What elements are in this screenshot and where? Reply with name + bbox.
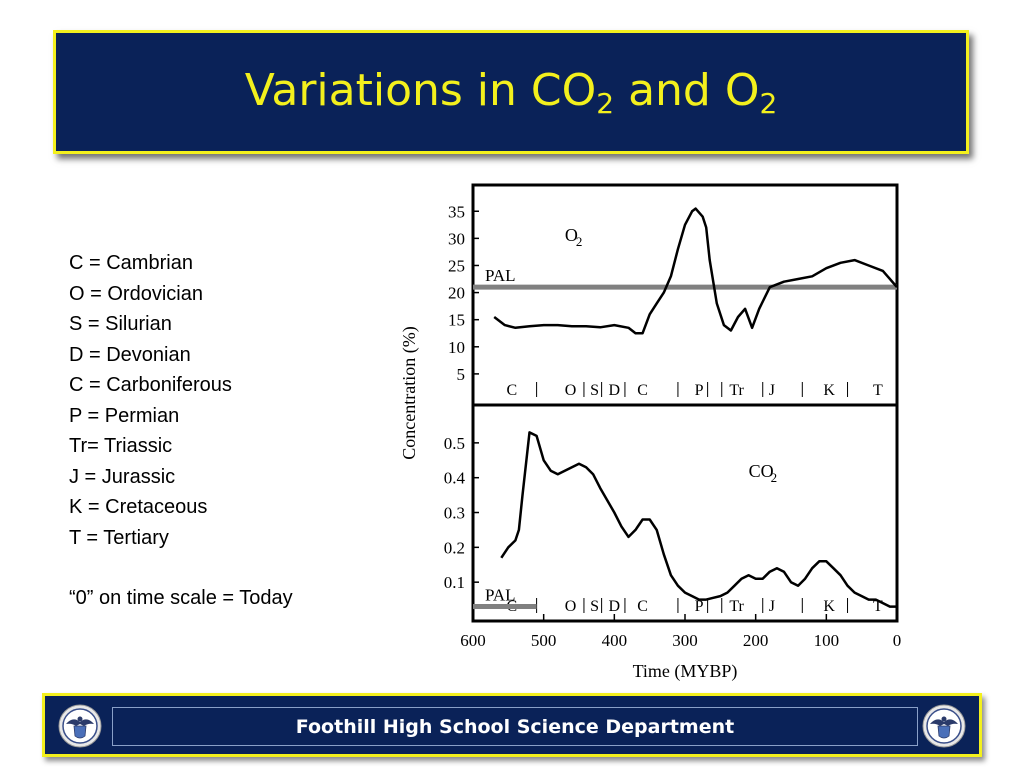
title-main: Variations in CO (244, 64, 597, 116)
period-label: O (565, 598, 577, 615)
footer-label-box: Foothill High School Science Department (112, 707, 918, 746)
title-mid: and O (614, 64, 760, 116)
chart-frame (471, 183, 899, 623)
period-legend: C = Cambrian O = Ordovician S = Silurian… (69, 248, 293, 614)
footer-text: Foothill High School Science Department (295, 715, 735, 738)
y-tick-label: 0.2 (444, 538, 465, 557)
period-label: T (873, 598, 883, 615)
period-label: S (590, 598, 599, 615)
y-tick-label: 0.4 (444, 469, 466, 488)
legend-item: J = Jurassic (69, 465, 176, 488)
legend-item: O = Ordovician (69, 282, 203, 305)
title-subscript-1: 2 (596, 86, 615, 120)
y-axis-label: Concentration (%) (399, 326, 420, 459)
period-label: C (507, 382, 518, 399)
x-axis-label: Time (MYBP) (633, 661, 738, 682)
x-tick-label: 0 (893, 631, 902, 650)
y-tick-label: 0.5 (444, 434, 465, 453)
period-label: Tr (729, 598, 744, 615)
school-seal-icon (58, 704, 102, 748)
footer-bar: Foothill High School Science Department (42, 693, 982, 757)
legend-item: D = Devonian (69, 343, 191, 366)
period-label: S (590, 382, 599, 399)
legend-item: C = Carboniferous (69, 374, 232, 396)
pal-label: PAL (485, 586, 516, 605)
title-banner: Variations in CO2 and O2 (53, 30, 969, 154)
period-label: J (769, 598, 775, 615)
period-label: D (609, 382, 621, 399)
legend-item: K = Cretaceous (69, 496, 208, 518)
legend-item: P = Permian (69, 404, 180, 427)
period-label: K (823, 382, 835, 399)
y-tick-label: 10 (448, 338, 465, 357)
x-tick-label: 500 (531, 631, 557, 650)
series-label: CO (749, 461, 774, 481)
y-tick-label: 25 (448, 256, 465, 275)
x-tick-label: 300 (672, 631, 698, 650)
y-tick-label: 30 (448, 229, 465, 248)
x-tick-label: 400 (602, 631, 628, 650)
pal-label: PAL (485, 266, 516, 285)
period-label: C (637, 598, 648, 615)
legend-item: C = Cambrian (69, 252, 193, 274)
x-tick-label: 200 (743, 631, 769, 650)
y-tick-label: 0.1 (444, 573, 465, 592)
y-tick-label: 0.3 (444, 504, 465, 523)
legend-note: “0” on time scale = Today (69, 587, 293, 609)
period-label: Tr (729, 382, 744, 399)
period-label: D (609, 598, 621, 615)
period-label: P (695, 382, 704, 399)
period-label: K (823, 598, 835, 615)
y-tick-label: 15 (448, 311, 465, 330)
title-subscript-2: 2 (759, 86, 778, 120)
page-title: Variations in CO2 and O2 (245, 65, 778, 120)
co2-series-line (500, 431, 897, 608)
series-label: O (565, 225, 578, 245)
period-label: O (565, 382, 577, 399)
series-label-subscript: 2 (771, 470, 778, 485)
o2-series-line (493, 207, 898, 335)
legend-item: T = Tertiary (69, 526, 169, 549)
period-label: T (873, 382, 883, 399)
period-label: P (695, 598, 704, 615)
series-label-subscript: 2 (576, 234, 583, 249)
x-tick-label: 100 (814, 631, 840, 650)
school-seal-icon (922, 704, 966, 748)
y-tick-label: 35 (448, 202, 465, 221)
legend-item: Tr= Triassic (69, 435, 173, 457)
legend-item: S = Silurian (69, 313, 172, 335)
period-label: C (637, 382, 648, 399)
period-label: J (769, 382, 775, 399)
y-tick-label: 5 (457, 365, 466, 384)
x-tick-label: 600 (460, 631, 486, 650)
y-tick-label: 20 (448, 284, 465, 303)
